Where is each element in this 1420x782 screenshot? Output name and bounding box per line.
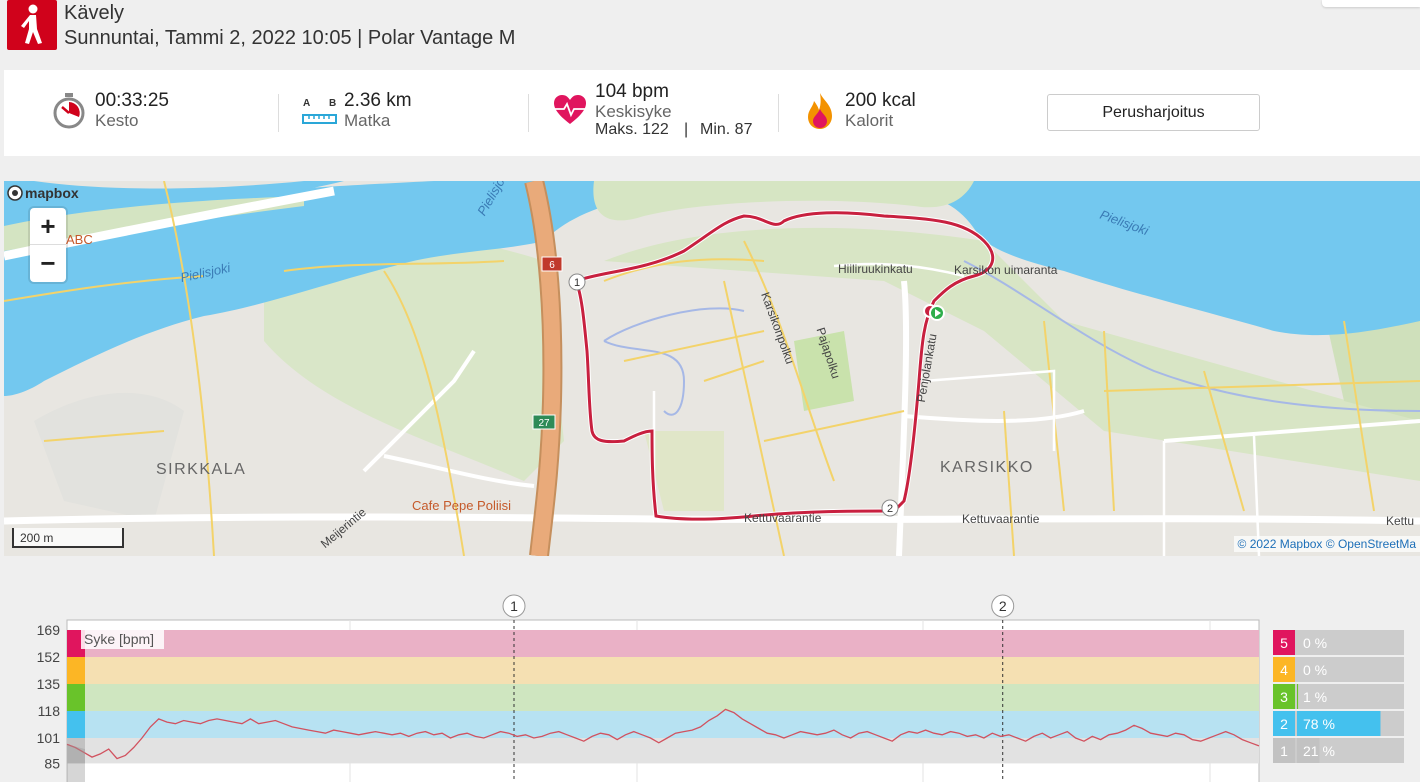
map-attribution: © 2022 Mapbox © OpenStreetMa [1233,536,1420,552]
zone-legend-percent: 0 % [1303,635,1327,651]
activity-subtitle: Sunnuntai, Tammi 2, 2022 10:05 | Polar V… [64,27,516,49]
zone-legend-swatch [1273,657,1295,682]
map-label-district: SIRKKALA [156,461,247,478]
zone-legend-percent: 1 % [1303,689,1327,705]
zoom-out-button[interactable]: − [40,248,56,278]
ruler-icon: A B [302,95,338,129]
distance-label: Matka [344,111,391,130]
zone-band-2 [85,711,1259,738]
distance-b: B [329,98,336,109]
heart-rate-separator: | [684,121,689,138]
zone-legend-percent: 78 % [1303,716,1335,732]
y-tick-label: 135 [37,676,61,692]
map-label-poi: ABC [66,232,93,247]
divider [528,94,529,132]
divider [778,94,779,132]
zone-marker-4 [67,657,85,684]
walking-icon [7,0,57,50]
distance-value: 2.36 km [344,90,412,111]
map-label-poi: Cafe Pepe Poliisi [412,498,511,513]
road-shield-27: 27 [538,418,550,429]
heart-rate-label: Keskisyke [595,102,672,121]
lap-marker [991,594,1015,618]
duration-label: Kesto [95,111,139,130]
calories-value: 200 kcal [845,90,916,111]
divider [278,94,279,132]
heart-rate-value: 104 bpm [595,81,669,102]
flame-icon [805,92,835,135]
y-tick-label: 169 [37,622,61,638]
zone-legend-number: 3 [1280,689,1288,705]
zone-marker-2 [67,711,85,738]
y-tick-label: 85 [44,755,60,771]
road-shield-6: 6 [549,260,555,271]
zone-legend-number: 2 [1280,716,1288,732]
map-lap-marker-1: 1 [574,277,580,289]
training-type-button[interactable]: Perusharjoitus [1047,94,1260,131]
heart-rate-chart[interactable]: 169 152 135 118 101 85 1 2 Syke [bpm] 5 0 % 4 0 % 3 1 … [0,590,1420,782]
zoom-in-button[interactable]: + [30,208,66,245]
heart-rate-chart-svg: 169 152 135 118 101 85 1 2 Syke [bpm] 5 0 % 4 0 % 3 1 … [37,594,1404,782]
stopwatch-icon [52,92,86,135]
osm-attribution-link[interactable]: © OpenStreetMa [1325,537,1416,551]
zone-legend-swatch [1273,630,1295,655]
map-label-street: Kettuvaarantie [744,511,822,525]
heart-rate-line [66,708,1260,760]
map-scale: 200 m [12,528,124,548]
chart-title-bg [81,628,164,649]
y-tick-label: 101 [37,730,61,746]
zone-band-4 [85,657,1259,684]
chart-start-fill [67,744,85,782]
map-label-district: KARSIKKO [940,459,1034,476]
zone-legend-number: 5 [1280,635,1288,651]
corner-tab[interactable] [1322,0,1420,7]
map-label-place: Karsikon uimaranta [954,263,1058,277]
mapbox-logo-text: mapbox [25,185,79,201]
y-tick-label: 152 [37,649,61,665]
activity-header: Kävely Sunnuntai, Tammi 2, 2022 10:05 | … [0,0,1420,60]
zone-marker-5 [67,630,85,657]
chart-title: Syke [bpm] [84,631,154,647]
zone-marker-3 [67,684,85,711]
zone-legend-swatch [1273,711,1295,736]
zone-legend-percent: 21 % [1303,743,1335,759]
mapbox-attribution-link[interactable]: © 2022 Mapbox [1237,537,1323,551]
mapbox-icon [7,185,23,201]
zone-marker-1 [67,738,85,764]
zone-legend-number: 1 [1280,743,1288,759]
zone-legend-bar [1297,711,1381,736]
calories-label: Kalorit [845,111,894,130]
map-label-street: Kettu [1386,514,1415,528]
lap-marker-label: 1 [510,598,518,614]
zone-legend-percent: 0 % [1303,662,1327,678]
map-canvas: 1 2 6 27 [4,181,1420,556]
map-label-street: Hiiliruukinkatu [838,262,913,276]
lap-marker [502,594,526,618]
zone-legend-number: 4 [1280,662,1288,678]
map-label-street: Kettuvaarantie [962,512,1040,526]
lap-marker-label: 2 [999,598,1007,614]
heart-rate-max: Maks. 122 [595,121,669,138]
summary-panel: 00:33:25 Kesto A B 2.36 km Matka 104 bpm… [4,70,1420,156]
heart-rate-min: Min. 87 [700,121,753,138]
distance-a: A [303,98,310,109]
zoom-control: + − [30,208,66,282]
duration-value: 00:33:25 [95,90,169,111]
zone-legend-swatch [1273,738,1295,763]
mapbox-logo[interactable]: mapbox [7,185,79,201]
zone-legend-swatch [1273,684,1295,709]
zone-legend-bar [1297,738,1320,763]
zone-band-5 [85,630,1259,657]
zone-band-3 [85,684,1259,711]
zone-band-1 [85,738,1259,764]
heart-icon [553,94,587,131]
map-lap-marker-2: 2 [887,503,893,515]
route-map[interactable]: 1 2 6 27 mapbox + − Pielisjoki Pielisjok… [4,181,1420,556]
activity-title: Kävely [64,2,125,24]
y-tick-label: 118 [38,703,61,719]
zone-legend-bar [1297,684,1299,709]
